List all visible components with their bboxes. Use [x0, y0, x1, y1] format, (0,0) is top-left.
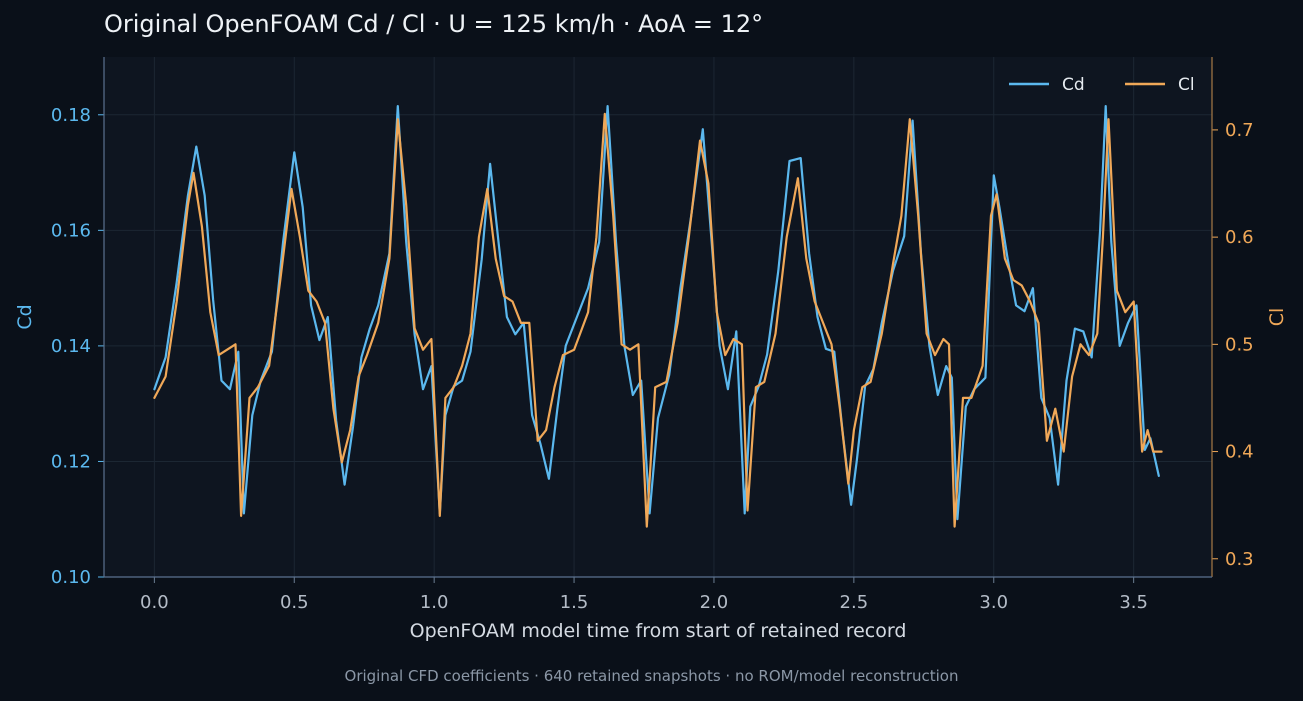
- y-right-axis-label: Cl: [1266, 308, 1288, 327]
- chart-title: Original OpenFOAM Cd / Cl · U = 125 km/h…: [104, 10, 764, 38]
- y-left-axis-label: Cd: [14, 304, 36, 329]
- x-tick-label: 3.0: [979, 592, 1008, 613]
- x-axis-label: OpenFOAM model time from start of retain…: [410, 620, 907, 642]
- legend-label-cd: Cd: [1062, 75, 1085, 95]
- y-left-tick-label: 0.16: [51, 220, 91, 241]
- plot-area: [104, 57, 1212, 577]
- x-tick-label: 0.0: [140, 592, 169, 613]
- x-tick-label: 1.5: [560, 592, 589, 613]
- y-right-tick-label: 0.6: [1225, 227, 1254, 248]
- series-line-cl: [153, 112, 1163, 528]
- y-left-tick-label: 0.12: [51, 451, 91, 472]
- y-left-tick-label: 0.10: [51, 567, 91, 588]
- x-tick-label: 3.5: [1119, 592, 1148, 613]
- y-left-tick-label: 0.18: [51, 105, 91, 126]
- x-tick-label: 1.0: [420, 592, 449, 613]
- x-tick-label: 2.0: [700, 592, 729, 613]
- x-tick-label: 0.5: [280, 592, 309, 613]
- legend-label-cl: Cl: [1178, 75, 1195, 95]
- y-right-tick-label: 0.4: [1225, 442, 1254, 463]
- y-right-tick-label: 0.7: [1225, 120, 1254, 141]
- y-right-tick-label: 0.3: [1225, 549, 1254, 570]
- y-right-tick-label: 0.5: [1225, 334, 1254, 355]
- x-tick-label: 2.5: [840, 592, 869, 613]
- series-line-cd: [153, 104, 1160, 521]
- y-left-tick-label: 0.14: [51, 336, 91, 357]
- footnote: Original CFD coefficients · 640 retained…: [344, 667, 959, 685]
